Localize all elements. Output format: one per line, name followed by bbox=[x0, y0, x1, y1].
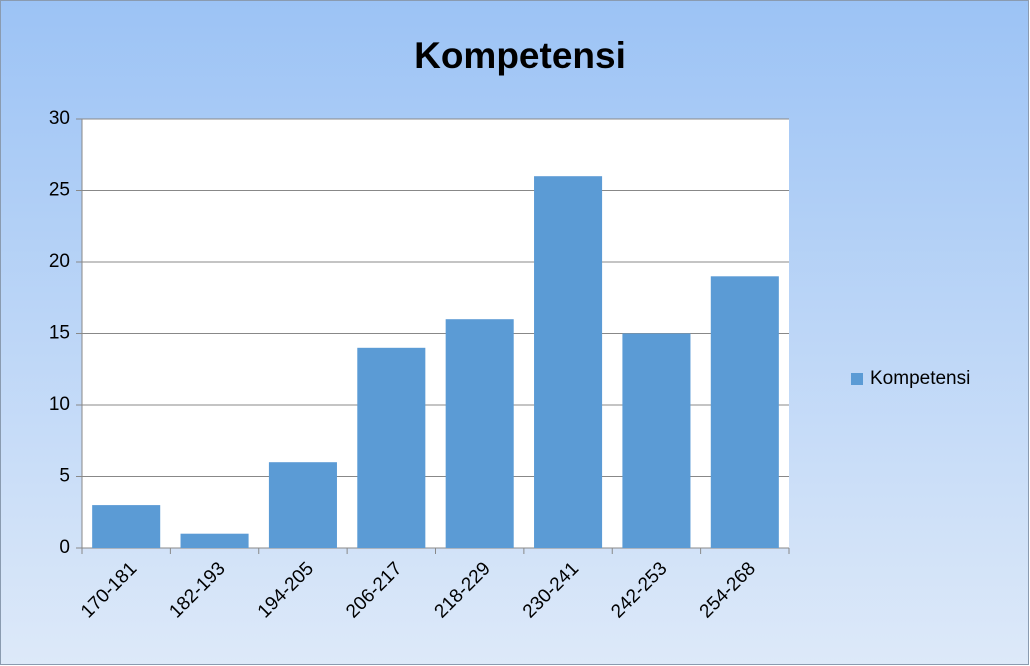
legend-label: Kompetensi bbox=[870, 368, 970, 389]
y-tick-label: 30 bbox=[49, 108, 70, 129]
bar bbox=[534, 176, 603, 548]
y-tick-label: 5 bbox=[59, 466, 70, 487]
chart-title: Kompetensi bbox=[414, 35, 626, 76]
bar bbox=[357, 347, 426, 548]
y-tick-label: 20 bbox=[49, 251, 70, 272]
bar bbox=[268, 462, 337, 548]
bar bbox=[710, 276, 779, 548]
bar bbox=[445, 319, 514, 548]
legend-swatch bbox=[851, 373, 863, 385]
y-tick-label: 25 bbox=[49, 180, 70, 201]
bar bbox=[622, 333, 691, 548]
y-tick-label: 10 bbox=[49, 394, 70, 415]
y-tick-label: 15 bbox=[49, 323, 70, 344]
bar bbox=[92, 505, 161, 548]
y-tick-label: 0 bbox=[59, 537, 70, 558]
bar bbox=[180, 533, 249, 548]
